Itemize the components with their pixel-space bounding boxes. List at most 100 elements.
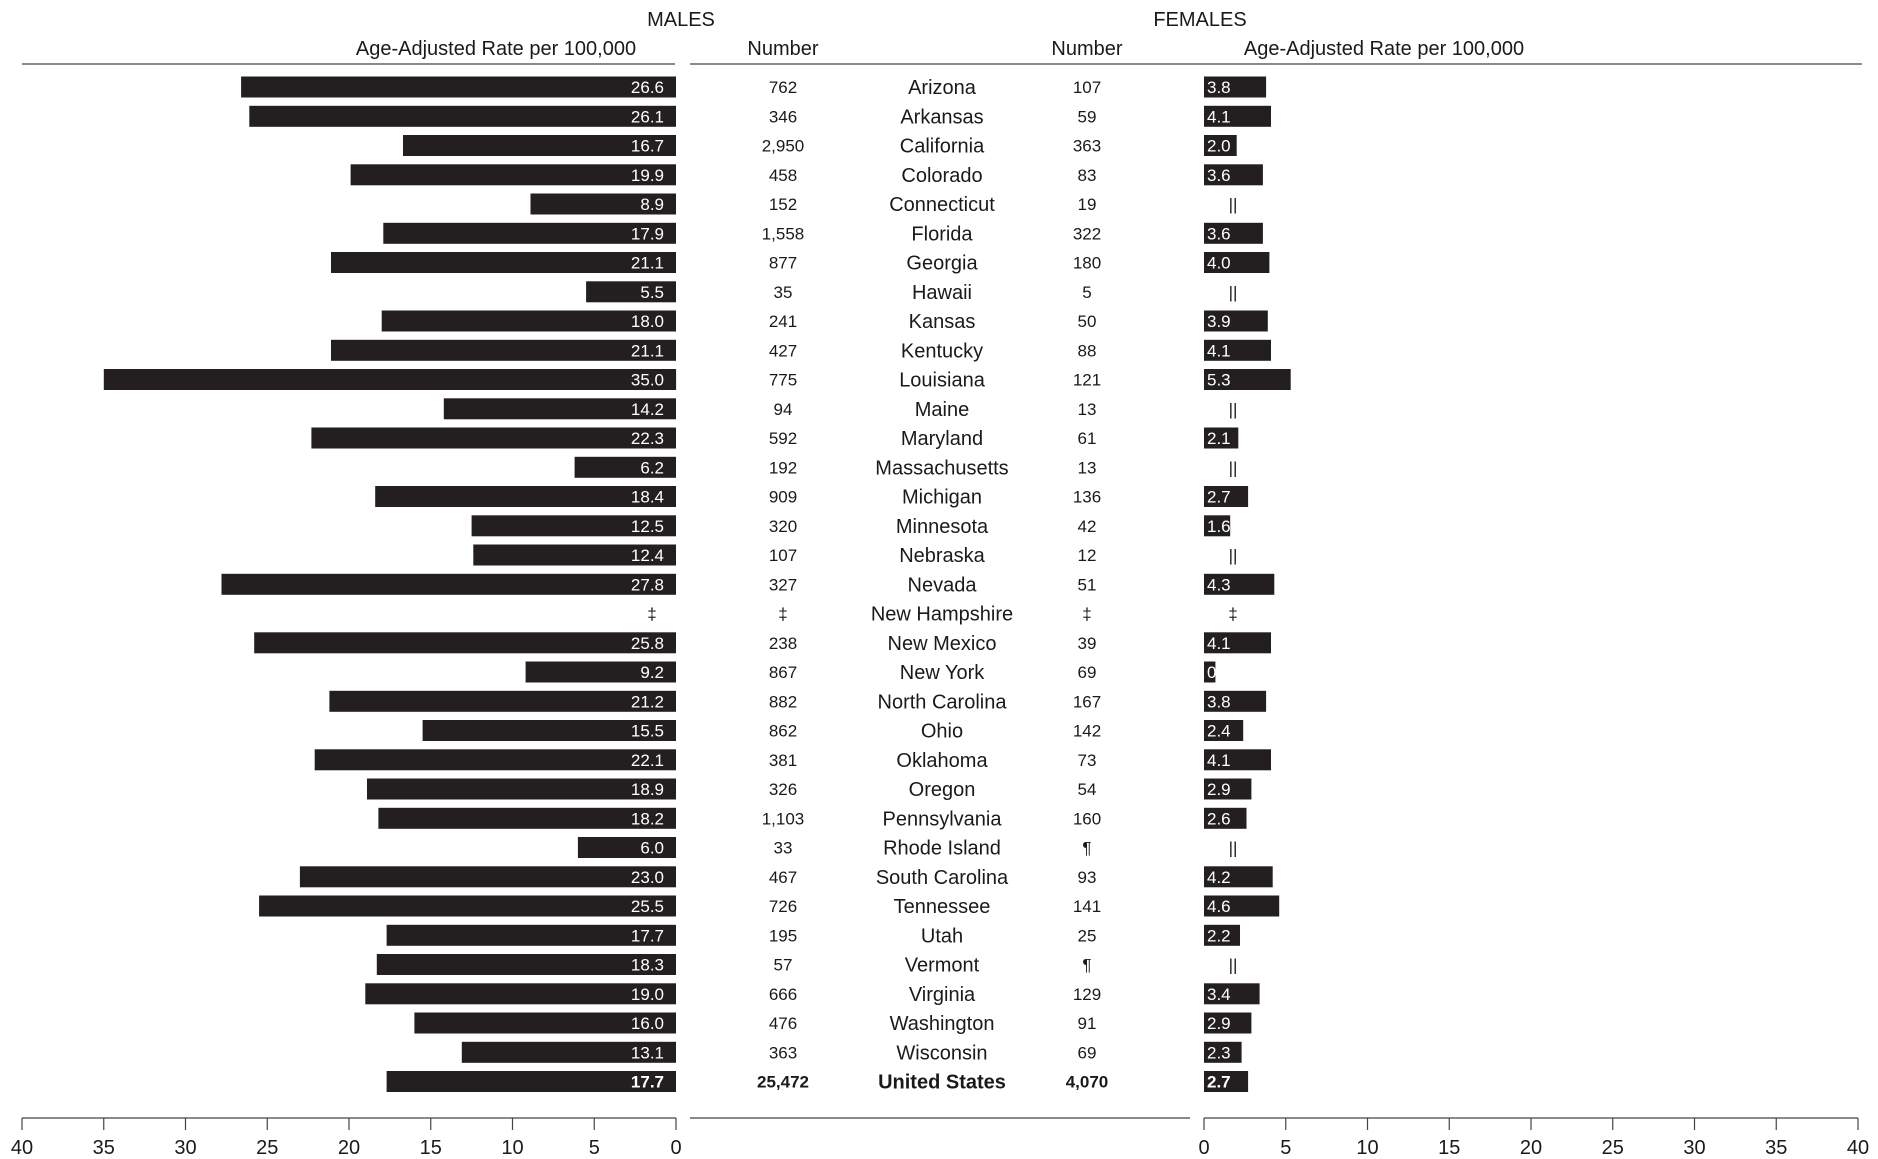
state-name: Louisiana (899, 370, 986, 392)
male-x-tick-label: 25 (256, 1137, 278, 1159)
male-rate-bar (299, 866, 676, 888)
female-rate-label: 5.3 (1207, 371, 1231, 390)
male-number: 762 (769, 78, 797, 97)
state-name: Michigan (902, 487, 982, 509)
state-name: Massachusetts (875, 457, 1008, 479)
table-row: 25.8 238 New Mexico 39 4.1 (254, 632, 1271, 655)
table-row: 9.2 867 New York 69 0.7 (525, 661, 1231, 684)
state-name: New Mexico (888, 633, 997, 655)
male-rate-label: 35.0 (631, 371, 664, 390)
state-name: Oklahoma (896, 750, 988, 772)
female-rate-bar (1204, 807, 1247, 829)
female-number: ¶ (1082, 839, 1091, 858)
male-x-tick-label: 15 (420, 1137, 442, 1159)
male-rate-bar (381, 310, 676, 332)
table-row: 19.9 458 Colorado 83 3.6 (350, 164, 1263, 187)
female-number: 136 (1073, 488, 1101, 507)
male-number: 2,950 (762, 137, 805, 156)
female-rate-label: || (1229, 458, 1238, 477)
state-name: Oregon (909, 779, 976, 801)
male-rate-bar (461, 1041, 676, 1063)
male-rate-bar (530, 193, 676, 215)
female-number: 83 (1078, 166, 1097, 185)
male-number: 195 (769, 926, 797, 945)
male-number: 381 (769, 751, 797, 770)
female-rate-bar (1204, 164, 1263, 186)
female-rate-bar (1204, 222, 1263, 244)
male-rate-bar (414, 1012, 676, 1034)
male-rate-bar (577, 837, 676, 858)
female-rate-label: || (1229, 956, 1238, 975)
female-rate-label: 2.9 (1207, 1014, 1231, 1033)
female-rate-label: 4.1 (1207, 751, 1231, 770)
male-rate-label: 17.7 (631, 926, 664, 945)
axes-layer: 40 35 30 25 20 15 10 5 0 0 5 10 15 20 25 30 35 40 (11, 1117, 1869, 1159)
female-rate-label: 2.1 (1207, 429, 1231, 448)
female-rate-label: 3.4 (1207, 985, 1231, 1004)
male-rate-bar (331, 339, 676, 361)
male-rate-label: 12.5 (631, 517, 664, 536)
male-rate-label: 22.3 (631, 429, 664, 448)
male-number: 882 (769, 692, 797, 711)
male-rate-bar (221, 573, 676, 595)
female-rate-label: 4.0 (1207, 254, 1231, 273)
state-name: Connecticut (889, 194, 995, 216)
male-rate-bar (422, 720, 676, 741)
female-number: 91 (1078, 1014, 1097, 1033)
female-rate-label: || (1229, 839, 1238, 858)
male-rate-column-header: Age-Adjusted Rate per 100,000 (356, 38, 636, 60)
table-row: 17.7 25,472 United States 4,070 2.7 (386, 1071, 1249, 1094)
state-name: Kansas (909, 311, 976, 333)
table-row: 12.5 320 Minnesota 42 1.6 (471, 515, 1231, 538)
male-rate-bar (350, 164, 676, 186)
male-rate-bar (254, 632, 676, 654)
rows-layer: 26.6 762 Arizona 107 3.8 26.1 346 Arkansas 59 4.1… (103, 76, 1291, 1094)
table-row: 6.2 192 Massachusetts 13 || (574, 456, 1238, 479)
female-x-tick-label: 10 (1356, 1137, 1378, 1159)
female-rate-bar (1204, 486, 1249, 507)
males-header: MALES (647, 9, 715, 31)
male-number: 241 (769, 312, 797, 331)
female-rate-bar (1204, 573, 1275, 595)
male-rate-bar (443, 398, 676, 420)
female-rate-bar (1204, 310, 1268, 332)
female-x-tick-label: 25 (1602, 1137, 1624, 1159)
male-rate-bar (525, 661, 676, 683)
state-name: Kentucky (901, 340, 983, 362)
female-number: ‡ (1082, 605, 1091, 624)
male-number: 666 (769, 985, 797, 1004)
female-number: 180 (1073, 254, 1101, 273)
state-name: Pennsylvania (883, 808, 1003, 830)
female-number: 5 (1082, 283, 1091, 302)
male-number: 862 (769, 722, 797, 741)
female-rate-bar (1204, 339, 1271, 361)
female-number: 13 (1078, 458, 1097, 477)
male-rate-label: 26.6 (631, 78, 664, 97)
male-number: 467 (769, 868, 797, 887)
female-x-tick-label: 30 (1683, 1137, 1705, 1159)
male-number: 775 (769, 371, 797, 390)
male-x-tick-label: 30 (174, 1137, 196, 1159)
male-rate-bar (241, 76, 676, 98)
male-number: 238 (769, 634, 797, 653)
male-rate-label: 13.1 (631, 1043, 664, 1062)
state-name: Nebraska (899, 545, 985, 567)
female-number: 107 (1073, 78, 1101, 97)
female-number: 121 (1073, 371, 1101, 390)
table-row: 25.5 726 Tennessee 141 4.6 (259, 895, 1280, 918)
state-name: Colorado (901, 165, 982, 187)
female-number: 322 (1073, 224, 1101, 243)
female-rate-label: 4.6 (1207, 897, 1231, 916)
state-name: Georgia (906, 253, 978, 275)
state-name: Florida (911, 223, 973, 245)
table-row: 5.5 35 Hawaii 5 || (586, 281, 1237, 304)
female-rate-label: 2.7 (1207, 488, 1231, 507)
table-row: 8.9 152 Connecticut 19 || (530, 193, 1237, 216)
male-rate-bar (367, 778, 676, 800)
male-rate-bar (103, 369, 677, 390)
table-row: 19.0 666 Virginia 129 3.4 (365, 983, 1260, 1006)
male-number: 33 (774, 839, 793, 858)
table-row: 16.7 2,950 California 363 2.0 (403, 135, 1237, 158)
table-row: 18.0 241 Kansas 50 3.9 (381, 310, 1268, 333)
female-rate-label: 4.1 (1207, 341, 1231, 360)
